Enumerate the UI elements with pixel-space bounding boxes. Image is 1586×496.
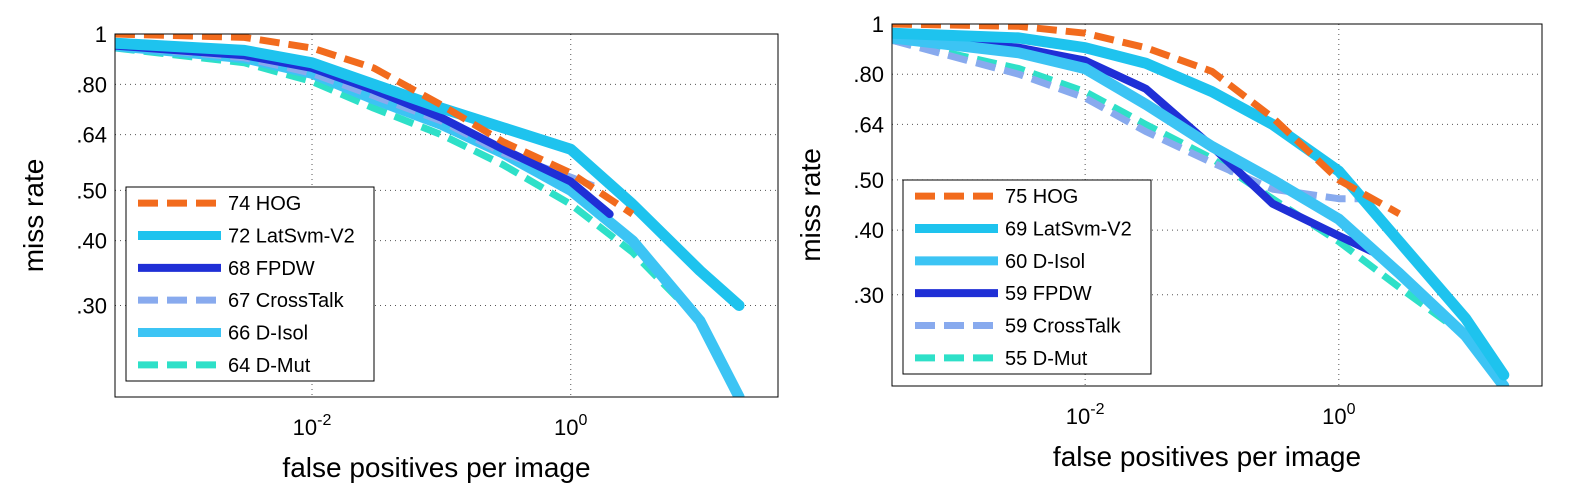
y-tick-label: 1: [872, 12, 884, 37]
x-axis-label: false positives per image: [282, 452, 590, 483]
y-tick-label: .40: [853, 218, 884, 243]
legend-entry: 59 CrossTalk: [1005, 316, 1122, 338]
y-tick-label: .80: [76, 72, 107, 97]
legend-entry: 69 LatSvm-V2: [1005, 219, 1132, 241]
y-axis-label: miss rate: [795, 148, 826, 262]
legend-entry: 74 HOG: [228, 193, 301, 215]
x-tick-label: 10-2: [293, 412, 332, 440]
chart-svg-left: 1 .80 .64 .50 .40 .30 10-2 100 false positives p…: [18, 22, 779, 483]
series-line: [892, 27, 1510, 381]
x-tick-label: 100: [1322, 401, 1355, 429]
plot-frame: [114, 33, 779, 398]
y-tick-label: 1: [95, 22, 107, 47]
y-axis-label: miss rate: [18, 159, 49, 273]
legend-box: [902, 179, 1152, 375]
legend-entry: 55 D-Mut: [1005, 348, 1088, 370]
legend-entry: 72 LatSvm-V2: [228, 226, 355, 248]
x-tick-label: 10-2: [1066, 401, 1105, 429]
series-line: [115, 37, 745, 311]
legend-box: [125, 186, 375, 382]
legend-entry: 75 HOG: [1005, 186, 1078, 208]
y-tick-label: .30: [76, 294, 107, 319]
series-line: [892, 36, 1362, 203]
series-group: [115, 34, 745, 397]
series-line: [892, 24, 1402, 217]
plot-frame: [891, 23, 1543, 387]
chart-svg-right: 1 .80 .64 .50 .40 .30 10-2 100 false positives p…: [795, 12, 1543, 472]
y-tick-label: .40: [76, 229, 107, 254]
y-tick-label: .64: [853, 112, 884, 137]
legend-entry: 68 FPDW: [228, 258, 315, 280]
y-tick-label: .50: [853, 168, 884, 193]
legend-entry: 59 FPDW: [1005, 283, 1092, 305]
legend-entry: 66 D-Isol: [228, 323, 308, 345]
x-tick-label: 100: [554, 412, 587, 440]
series-line: [115, 34, 635, 218]
y-tick-label: .80: [853, 62, 884, 87]
chart-panel-right: 1 .80 .64 .50 .40 .30 10-2 100 false positives p…: [793, 0, 1586, 496]
y-tick-label: .50: [76, 178, 107, 203]
y-tick-label: .30: [853, 283, 884, 308]
legend-entry: 60 D-Isol: [1005, 251, 1085, 273]
chart-panel-left: 1 .80 .64 .50 .40 .30 10-2 100 false positives p…: [18, 22, 779, 483]
x-axis-label: false positives per image: [1053, 441, 1361, 472]
y-tick-label: .64: [76, 123, 107, 148]
series-group: [892, 24, 1510, 386]
legend-entry: 64 D-Mut: [228, 355, 311, 377]
legend-entry: 67 CrossTalk: [228, 290, 345, 312]
series-line: [892, 32, 1510, 386]
series-line: [115, 44, 703, 324]
